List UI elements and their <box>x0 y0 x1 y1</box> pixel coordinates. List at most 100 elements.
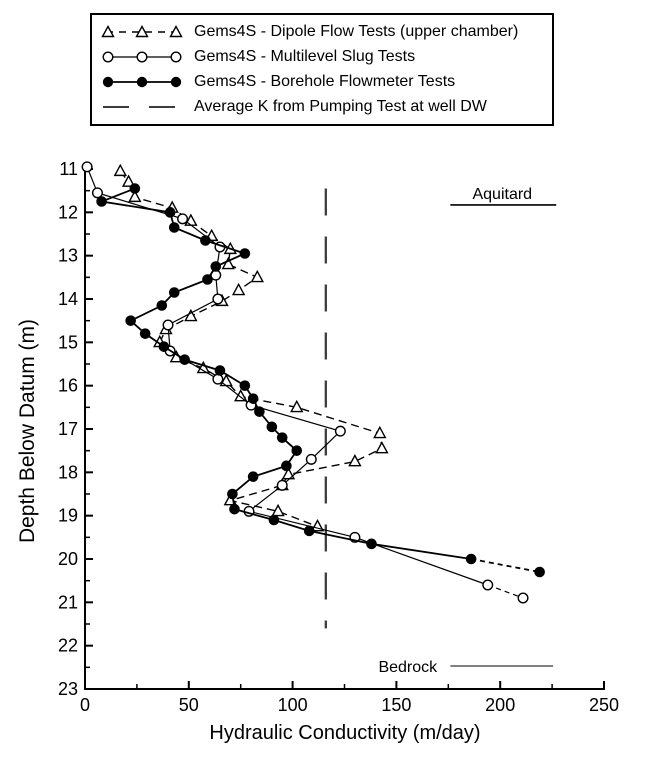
y-tick-label: 13 <box>58 246 78 266</box>
data-point-open-triangle <box>375 441 389 454</box>
data-point-open-triangle <box>281 467 296 480</box>
legend-symbol-dipole-triangle-dashed-icon <box>101 24 183 37</box>
data-point-filled-circle <box>179 354 190 365</box>
data-point-open-triangle <box>290 399 304 413</box>
legend-symbol-flowmeter-filled-circle-icon <box>102 76 182 88</box>
y-tick-label: 19 <box>58 506 78 526</box>
data-point-open-triangle <box>271 503 285 517</box>
data-point-open-triangle <box>348 454 362 467</box>
y-tick-label: 17 <box>58 419 78 439</box>
series-tail-dashed-2 <box>470 558 540 573</box>
x-tick-label: 0 <box>80 695 90 715</box>
legend-row-dipole: Gems4S - Dipole Flow Tests (upper chambe… <box>98 19 546 44</box>
data-point-filled-circle <box>168 287 180 298</box>
data-point-open-circle <box>177 213 189 225</box>
x-tick-label: 150 <box>381 695 411 715</box>
data-point-filled-circle <box>202 274 213 285</box>
data-point-open-circle <box>482 579 494 591</box>
annotation-aquitard-text: Aquitard <box>472 186 532 203</box>
data-point-open-circle <box>81 161 93 173</box>
legend-label-average-k: Average K from Pumping Test at well DW <box>194 98 487 116</box>
data-point-filled-circle <box>291 445 303 456</box>
data-point-open-triangle <box>196 360 211 374</box>
data-point-filled-circle <box>139 328 151 339</box>
data-point-open-triangle <box>234 389 248 402</box>
data-point-open-triangle <box>310 519 325 532</box>
y-tick-label: 21 <box>58 592 78 612</box>
y-tick-label: 22 <box>58 636 78 656</box>
data-point-filled-circle <box>276 432 288 443</box>
data-point-filled-circle <box>229 503 240 515</box>
data-point-filled-circle <box>210 261 222 272</box>
data-point-open-circle <box>162 319 174 331</box>
legend-label-slug: Gems4S - Multilevel Slug Tests <box>194 47 416 65</box>
x-tick-label: 50 <box>179 695 199 715</box>
legend-label-average-k: Gems4S - Borehole Flowmeter Tests <box>194 73 456 91</box>
data-point-filled-circle <box>125 315 136 326</box>
data-point-open-circle <box>276 479 288 491</box>
series-line-2 <box>98 187 472 560</box>
data-point-filled-circle <box>247 471 259 482</box>
data-point-filled-circle <box>96 196 107 207</box>
data-point-open-circle <box>517 592 529 604</box>
y-tick-label: 11 <box>59 159 78 179</box>
data-point-filled-circle <box>254 406 265 417</box>
data-point-filled-circle <box>227 488 238 500</box>
x-axis-title: Hydraulic Conductivity (m/day) <box>209 722 481 744</box>
data-point-filled-circle <box>168 222 180 233</box>
data-point-open-circle <box>212 373 224 385</box>
data-point-filled-circle <box>281 460 292 472</box>
series-tail-dashed-1 <box>487 584 524 599</box>
legend-row-slug: Gems4S - Multilevel Slug Tests <box>98 44 546 69</box>
y-tick-label: 18 <box>58 462 78 482</box>
y-tick-label: 23 <box>58 679 78 699</box>
annotation-bedrock-text: Bedrock <box>378 659 438 676</box>
data-point-filled-circle <box>534 566 545 578</box>
data-point-filled-circle <box>200 235 211 246</box>
legend-symbol-slug-open-circle-icon <box>102 51 182 63</box>
x-tick-label: 100 <box>278 695 308 715</box>
data-point-filled-circle <box>129 183 141 194</box>
series-line-1 <box>86 166 488 586</box>
data-point-filled-circle <box>268 514 280 526</box>
data-point-filled-circle <box>239 248 251 259</box>
data-point-open-circle <box>334 425 346 437</box>
data-point-filled-circle <box>465 553 477 565</box>
data-point-filled-circle <box>239 380 251 391</box>
y-tick-label: 12 <box>58 202 78 222</box>
y-tick-label: 14 <box>58 289 78 309</box>
data-point-filled-circle <box>214 365 226 376</box>
legend-box: Gems4S - Dipole Flow Tests (upper chambe… <box>90 13 554 126</box>
legend-symbol-average-k-dash-icon <box>103 106 175 109</box>
data-point-filled-circle <box>164 207 176 218</box>
x-tick-label: 200 <box>485 695 515 715</box>
data-point-open-triangle <box>373 425 387 439</box>
data-point-open-circle <box>212 293 224 305</box>
data-point-open-triangle <box>250 269 264 283</box>
data-point-open-circle <box>91 187 103 199</box>
data-point-filled-circle <box>247 393 259 404</box>
y-axis-title: Depth Below Datum (m) <box>16 318 39 544</box>
legend-row-flowmeter: Gems4S - Borehole Flowmeter Tests <box>98 70 546 95</box>
data-point-filled-circle <box>366 538 377 550</box>
data-point-open-triangle <box>113 163 127 177</box>
data-point-open-triangle <box>231 282 246 296</box>
x-tick-label: 250 <box>589 695 619 715</box>
data-point-open-circle <box>305 453 317 465</box>
data-point-filled-circle <box>266 421 278 433</box>
data-point-open-triangle <box>121 174 136 187</box>
legend-row-average-k: Average K from Pumping Test at well DW <box>98 95 546 120</box>
data-point-filled-circle <box>158 341 170 352</box>
legend-label-dipole: Gems4S - Dipole Flow Tests (upper chambe… <box>194 22 519 40</box>
y-tick-label: 20 <box>58 549 78 569</box>
data-point-filled-circle <box>156 300 168 311</box>
data-point-filled-circle <box>303 525 315 537</box>
y-tick-label: 15 <box>58 332 78 352</box>
y-tick-label: 16 <box>58 376 78 396</box>
data-point-open-triangle <box>184 308 198 322</box>
data-point-open-triangle <box>128 189 142 203</box>
series-line-0 <box>119 170 383 528</box>
data-point-open-triangle <box>221 256 235 270</box>
